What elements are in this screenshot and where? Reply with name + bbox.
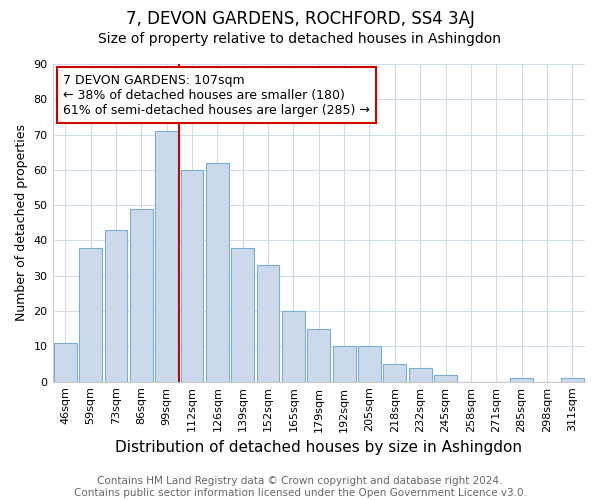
Bar xyxy=(155,131,178,382)
Bar xyxy=(54,343,77,382)
Text: 7 DEVON GARDENS: 107sqm
← 38% of detached houses are smaller (180)
61% of semi-d: 7 DEVON GARDENS: 107sqm ← 38% of detache… xyxy=(63,74,370,116)
Bar xyxy=(434,374,457,382)
Bar xyxy=(257,265,280,382)
Bar xyxy=(130,208,152,382)
Bar xyxy=(181,170,203,382)
Bar xyxy=(307,328,330,382)
Bar xyxy=(358,346,381,382)
Text: Contains HM Land Registry data © Crown copyright and database right 2024.
Contai: Contains HM Land Registry data © Crown c… xyxy=(74,476,526,498)
Bar xyxy=(409,368,431,382)
Bar xyxy=(383,364,406,382)
Bar xyxy=(282,311,305,382)
Bar xyxy=(206,163,229,382)
Bar xyxy=(510,378,533,382)
Bar xyxy=(231,248,254,382)
Bar xyxy=(104,230,127,382)
X-axis label: Distribution of detached houses by size in Ashingdon: Distribution of detached houses by size … xyxy=(115,440,522,455)
Text: 7, DEVON GARDENS, ROCHFORD, SS4 3AJ: 7, DEVON GARDENS, ROCHFORD, SS4 3AJ xyxy=(125,10,475,28)
Y-axis label: Number of detached properties: Number of detached properties xyxy=(15,124,28,322)
Bar xyxy=(79,248,102,382)
Bar xyxy=(561,378,584,382)
Text: Size of property relative to detached houses in Ashingdon: Size of property relative to detached ho… xyxy=(98,32,502,46)
Bar xyxy=(333,346,356,382)
